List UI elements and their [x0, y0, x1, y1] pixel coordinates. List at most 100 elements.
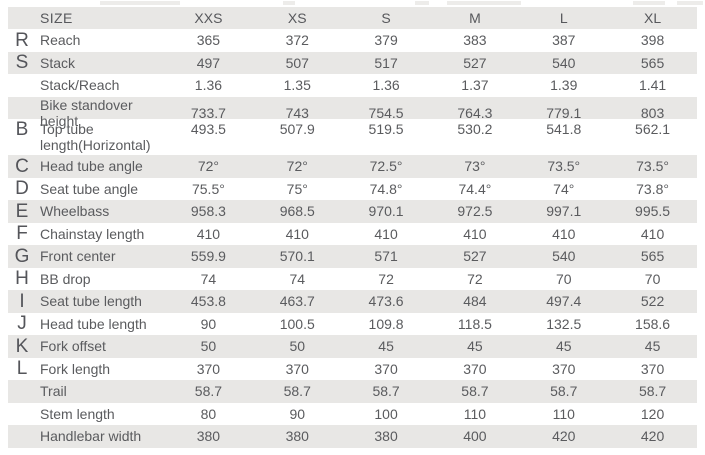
cell-xl: 420 [640, 428, 665, 445]
row-dimension-letter: D [15, 178, 29, 200]
cell-xs: 570.1 [279, 248, 315, 265]
cell-xs: 58.7 [283, 383, 311, 400]
row-label: Fork length [40, 360, 111, 377]
row-label: Fork offset [40, 338, 106, 355]
table-row: K Fork offset 50 50 45 45 45 45 [8, 335, 697, 358]
cell-xs: 380 [285, 428, 309, 445]
cell-xxs: 733.7 [190, 104, 226, 121]
cell-xl: 995.5 [635, 203, 671, 220]
cell-xl: 522 [640, 293, 665, 310]
row-label: BB drop [40, 270, 91, 287]
table-row: S Stack 497 507 517 527 540 565 [8, 51, 697, 74]
cell-l: 132.5 [546, 315, 582, 332]
cell-s: 58.7 [372, 383, 400, 400]
cell-xs: 372 [285, 32, 309, 49]
cell-xxs: 58.7 [194, 383, 223, 400]
cell-xl: 565 [640, 248, 665, 265]
table-row: I Seat tube length 453.8 463.7 473.6 484… [8, 290, 697, 313]
cell-xl: 58.7 [638, 383, 667, 400]
row-dimension-letter: J [17, 313, 27, 335]
cell-xs: 75° [286, 180, 308, 197]
cell-m: 45 [467, 338, 483, 355]
cell-xs: 1.35 [283, 77, 311, 94]
cell-m: 58.7 [461, 383, 489, 400]
cell-xs: 90 [289, 405, 306, 422]
cell-m: 764.3 [457, 104, 493, 121]
cell-s: 519.5 [368, 121, 404, 137]
cell-m: 110 [463, 405, 487, 422]
cell-s: 571 [374, 248, 398, 265]
table-row: D Seat tube angle 75.5° 75° 74.8° 74.4° … [8, 178, 697, 201]
cell-s: 1.36 [372, 77, 400, 94]
column-header-s: S [381, 10, 391, 26]
cell-xxs: 559.9 [190, 248, 226, 265]
row-label: Stem length [40, 405, 115, 422]
row-dimension-letter: R [15, 29, 29, 51]
cell-m: 72 [467, 270, 483, 287]
cell-xxs: 74 [200, 270, 217, 287]
cell-l: 58.7 [550, 383, 578, 400]
cell-xxs: 1.36 [194, 77, 223, 94]
cell-s: 45 [378, 338, 394, 355]
cell-s: 473.6 [368, 293, 404, 310]
cell-l: 45 [555, 338, 572, 355]
cell-s: 754.5 [368, 104, 404, 121]
cell-xl: 562.1 [635, 121, 671, 137]
row-label: Stack/Reach [40, 77, 120, 94]
table-row: F Chainstay length 410 410 410 410 410 4… [8, 223, 697, 246]
table-row: C Head tube angle 72° 72° 72.5° 73° 73.5… [8, 155, 697, 178]
cell-xl: 73.5° [636, 158, 669, 175]
cell-l: 110 [552, 405, 575, 422]
column-header-xs: XS [287, 10, 307, 26]
cell-xs: 410 [285, 225, 309, 242]
table-row: R Reach 365 372 379 383 387 398 [8, 29, 697, 52]
cell-xl: 410 [640, 225, 665, 242]
row-label: Handlebar width [40, 428, 142, 445]
row-label: Trail [40, 383, 67, 400]
cell-m: 527 [463, 54, 487, 71]
row-label: Head tube angle [40, 158, 143, 175]
row-label: Seat tube angle [40, 180, 139, 197]
table-row: Handlebar width 380 380 380 400 420 420 [8, 425, 697, 448]
cell-s: 379 [374, 32, 398, 49]
cell-l: 370 [552, 360, 576, 377]
cell-xxs: 80 [200, 405, 217, 422]
row-dimension-letter: C [15, 155, 29, 177]
row-label: Bike standover height [40, 96, 133, 129]
cell-xl: 120 [640, 405, 665, 422]
cell-m: 118.5 [457, 315, 492, 332]
cell-l: 1.39 [550, 77, 578, 94]
cell-xl: 803 [640, 104, 665, 121]
cell-s: 74.8° [369, 180, 403, 197]
cell-s: 970.1 [368, 203, 404, 220]
cell-xs: 507 [285, 54, 309, 71]
cell-xs: 100.5 [279, 315, 315, 332]
cell-l: 387 [552, 32, 576, 49]
cell-l: 541.8 [546, 121, 582, 137]
cell-s: 72.5° [369, 158, 403, 175]
size-column-header: SIZE [40, 10, 73, 26]
row-dimension-letter: E [15, 200, 29, 222]
cell-xs: 370 [285, 360, 309, 377]
row-label: Front center [40, 248, 116, 265]
cell-m: 972.5 [457, 203, 493, 220]
cell-xxs: 493.5 [190, 121, 226, 137]
row-dimension-letter: K [15, 335, 29, 357]
cell-l: 70 [555, 270, 572, 287]
table-row: Trail 58.7 58.7 58.7 58.7 58.7 58.7 [8, 380, 697, 403]
cell-xxs: 75.5° [191, 180, 225, 197]
cell-s: 410 [374, 225, 398, 242]
table-header-row: SIZE XXS XS S M L XL [8, 7, 697, 29]
cell-xl: 158.6 [635, 315, 671, 332]
row-label: Reach [40, 32, 81, 49]
cell-xxs: 72° [197, 158, 219, 175]
cell-l: 74° [553, 180, 575, 197]
table-row: E Wheelbass 958.3 968.5 970.1 972.5 997.… [8, 200, 697, 223]
cell-m: 484 [463, 293, 487, 310]
table-row: L Fork length 370 370 370 370 370 370 [8, 358, 697, 381]
column-header-m: M [469, 10, 481, 26]
table-row: Stack/Reach 1.36 1.35 1.36 1.37 1.39 1.4… [8, 74, 697, 97]
cell-s: 517 [374, 54, 398, 71]
cell-s: 370 [374, 360, 398, 377]
